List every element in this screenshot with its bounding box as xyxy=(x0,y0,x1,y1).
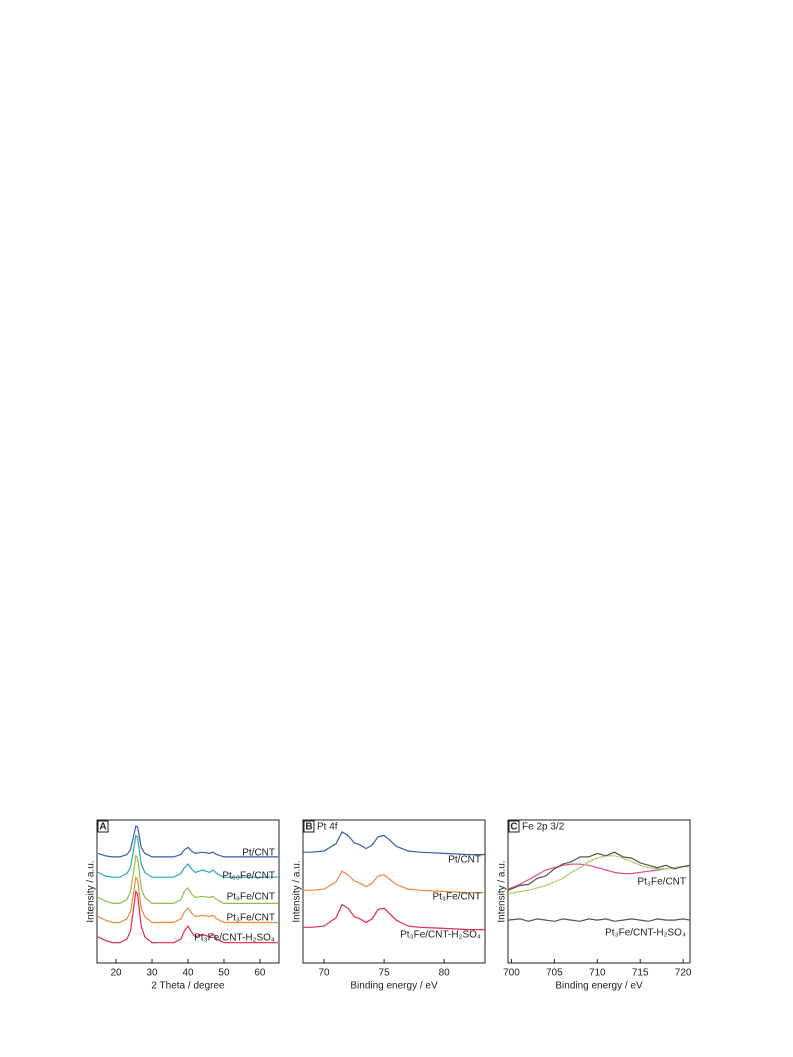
plot-frame xyxy=(302,819,486,964)
x-axis-label: 2 Theta / degree xyxy=(151,981,225,992)
x-tick-label: 720 xyxy=(675,968,692,979)
x-tick-label: 70 xyxy=(318,968,330,979)
series-label: Pt/CNT xyxy=(242,848,275,859)
series-line xyxy=(97,889,278,944)
series-line xyxy=(97,875,278,924)
series-line xyxy=(97,825,278,858)
x-tick-label: 50 xyxy=(218,968,230,979)
series-line xyxy=(97,834,278,878)
x-tick-label: 715 xyxy=(632,968,649,979)
x-tick-label: 80 xyxy=(439,968,451,979)
panel-label-box xyxy=(97,820,109,833)
x-tick-label: 20 xyxy=(111,968,123,979)
y-axis-label: Intensity / a.u. xyxy=(86,860,97,922)
series-line xyxy=(507,855,690,895)
x-tick-label: 705 xyxy=(546,968,563,979)
series-label: Pt₆₀Fe/CNT xyxy=(222,871,275,882)
series-label: Pt₃Fe/CNT xyxy=(637,877,686,888)
panel-label-box xyxy=(508,820,520,833)
series-label: Pt₃Fe/CNT-H₂SO₄ xyxy=(194,933,275,944)
x-tick-label: 40 xyxy=(182,968,194,979)
series-label: Pt₉Fe/CNT xyxy=(227,892,275,903)
series-label: Pt₃Fe/CNT xyxy=(432,892,481,903)
series-label: Pt₃Fe/CNT xyxy=(226,913,275,924)
x-tick-label: 710 xyxy=(589,968,606,979)
plot-frame xyxy=(507,819,691,964)
series-line xyxy=(303,903,485,931)
x-axis-label: Binding energy / eV xyxy=(555,981,643,992)
x-axis-label: Binding energy / eV xyxy=(350,981,438,992)
x-tick-label: 75 xyxy=(379,968,391,979)
panel-label: B xyxy=(305,822,312,833)
series-label: Pt/CNT xyxy=(448,855,481,866)
x-tick-label: 60 xyxy=(254,968,266,979)
panel-label: C xyxy=(510,822,517,833)
series-label: Pt₃Fe/CNT-H₂SO₄ xyxy=(605,928,686,939)
series-line xyxy=(303,831,485,856)
series-line xyxy=(97,854,278,904)
series-line xyxy=(507,918,691,922)
series-line xyxy=(303,870,485,894)
x-tick-label: 700 xyxy=(503,968,520,979)
panel-label-box xyxy=(303,820,315,833)
y-axis-label: Intensity / a.u. xyxy=(497,860,508,922)
panel-title: Fe 2p 3/2 xyxy=(522,822,565,833)
series-line xyxy=(507,851,691,891)
series-label: Pt₃Fe/CNT-H₂SO₄ xyxy=(400,930,481,941)
panel-title: Pt 4f xyxy=(317,822,338,833)
x-tick-label: 30 xyxy=(146,968,158,979)
panel-label: A xyxy=(99,822,106,833)
y-axis-label: Intensity / a.u. xyxy=(292,860,303,922)
